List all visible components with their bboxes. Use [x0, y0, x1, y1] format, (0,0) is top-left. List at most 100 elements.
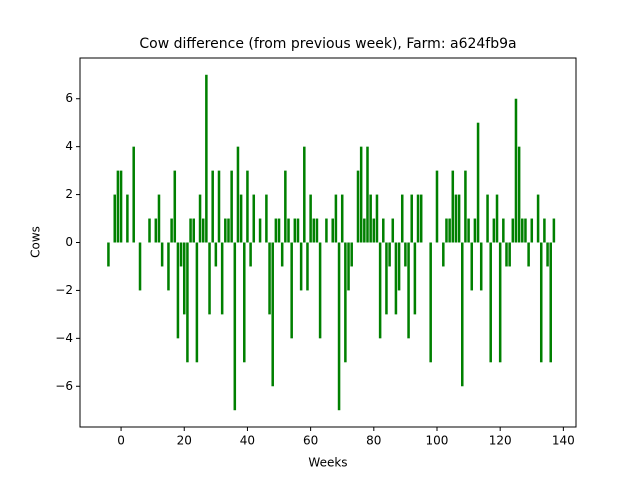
- bar: [385, 242, 388, 315]
- bar: [287, 218, 290, 243]
- bar: [388, 242, 391, 267]
- bar: [372, 218, 376, 243]
- bar: [552, 218, 556, 243]
- bar: [407, 242, 410, 339]
- bar: [119, 170, 123, 243]
- bar: [511, 218, 515, 243]
- bar: [394, 242, 398, 315]
- bar: [170, 218, 173, 243]
- bar: [429, 242, 432, 363]
- bar: [214, 242, 218, 267]
- bar: [334, 194, 338, 243]
- bar: [249, 242, 252, 267]
- bar: [366, 146, 369, 243]
- bar: [514, 98, 518, 243]
- bar: [167, 242, 170, 291]
- bar: [186, 242, 189, 363]
- bar: [539, 242, 543, 363]
- bar: [476, 122, 480, 243]
- bar: [486, 194, 489, 243]
- bar: [470, 242, 474, 291]
- x-tick-label: 0: [117, 434, 125, 448]
- bar: [442, 242, 445, 267]
- bar: [252, 194, 256, 243]
- bar: [271, 242, 274, 387]
- bar: [524, 218, 527, 243]
- bar: [246, 170, 249, 243]
- bar: [179, 242, 183, 267]
- y-tick-label: 2: [65, 187, 73, 201]
- bar: [344, 242, 347, 363]
- bar: [325, 218, 328, 243]
- bar: [375, 194, 379, 243]
- bar: [527, 242, 530, 267]
- bar: [309, 194, 312, 243]
- x-tick-label: 80: [366, 434, 381, 448]
- bar: [359, 146, 363, 243]
- bar: [274, 218, 278, 243]
- bar: [331, 218, 335, 243]
- bar: [224, 218, 227, 243]
- bar: [489, 242, 492, 363]
- bar: [505, 242, 508, 267]
- bar: [521, 218, 524, 243]
- bar: [268, 242, 271, 315]
- bar: [138, 242, 142, 291]
- bar: [236, 146, 240, 243]
- bar: [536, 194, 540, 243]
- bar: [230, 170, 233, 243]
- bar: [337, 242, 341, 411]
- bar: [293, 218, 297, 243]
- bar: [382, 218, 385, 243]
- x-tick-label: 60: [303, 434, 318, 448]
- bar: [492, 218, 496, 243]
- x-tick-label: 40: [240, 434, 255, 448]
- bar: [467, 218, 470, 243]
- bar: [350, 242, 353, 267]
- y-axis-label: Cows: [29, 226, 43, 258]
- chart-title: Cow difference (from previous week), Far…: [139, 36, 516, 52]
- x-tick-label: 20: [177, 434, 192, 448]
- bar: [464, 170, 467, 243]
- bar: [454, 194, 458, 243]
- bar: [400, 194, 404, 243]
- bar: [530, 218, 534, 243]
- bar: [284, 170, 287, 243]
- bar: [160, 242, 164, 267]
- x-tick-label: 120: [489, 434, 512, 448]
- bar: [116, 170, 120, 243]
- bar: [208, 242, 211, 315]
- bar: [126, 194, 129, 243]
- bar: [157, 194, 161, 243]
- bar: [340, 194, 344, 243]
- y-tick-label: −4: [55, 331, 73, 345]
- bar: [461, 242, 464, 387]
- y-tick-label: 6: [65, 91, 73, 105]
- bar: [502, 218, 505, 243]
- bar: [347, 242, 350, 291]
- bar: [315, 218, 319, 243]
- bar: [205, 74, 208, 243]
- bar: [356, 170, 360, 243]
- bar: [277, 218, 281, 243]
- bar: [413, 242, 417, 315]
- bar: [154, 218, 158, 243]
- bar: [451, 170, 455, 243]
- y-tick-label: 0: [65, 235, 73, 249]
- bar: [378, 242, 382, 339]
- y-tick-label: −2: [55, 283, 73, 297]
- bar: [318, 242, 322, 339]
- y-tick-label: 4: [65, 139, 73, 153]
- x-axis-label: Weeks: [308, 456, 347, 470]
- bar: [419, 194, 423, 243]
- bar: [416, 194, 420, 243]
- bar: [549, 242, 552, 363]
- bar: [107, 242, 110, 267]
- bar: [363, 218, 366, 243]
- axes-frame: [79, 57, 577, 428]
- bar: [508, 242, 511, 267]
- bar: [296, 218, 300, 243]
- x-tick-label: 140: [552, 434, 575, 448]
- bar: [397, 242, 401, 291]
